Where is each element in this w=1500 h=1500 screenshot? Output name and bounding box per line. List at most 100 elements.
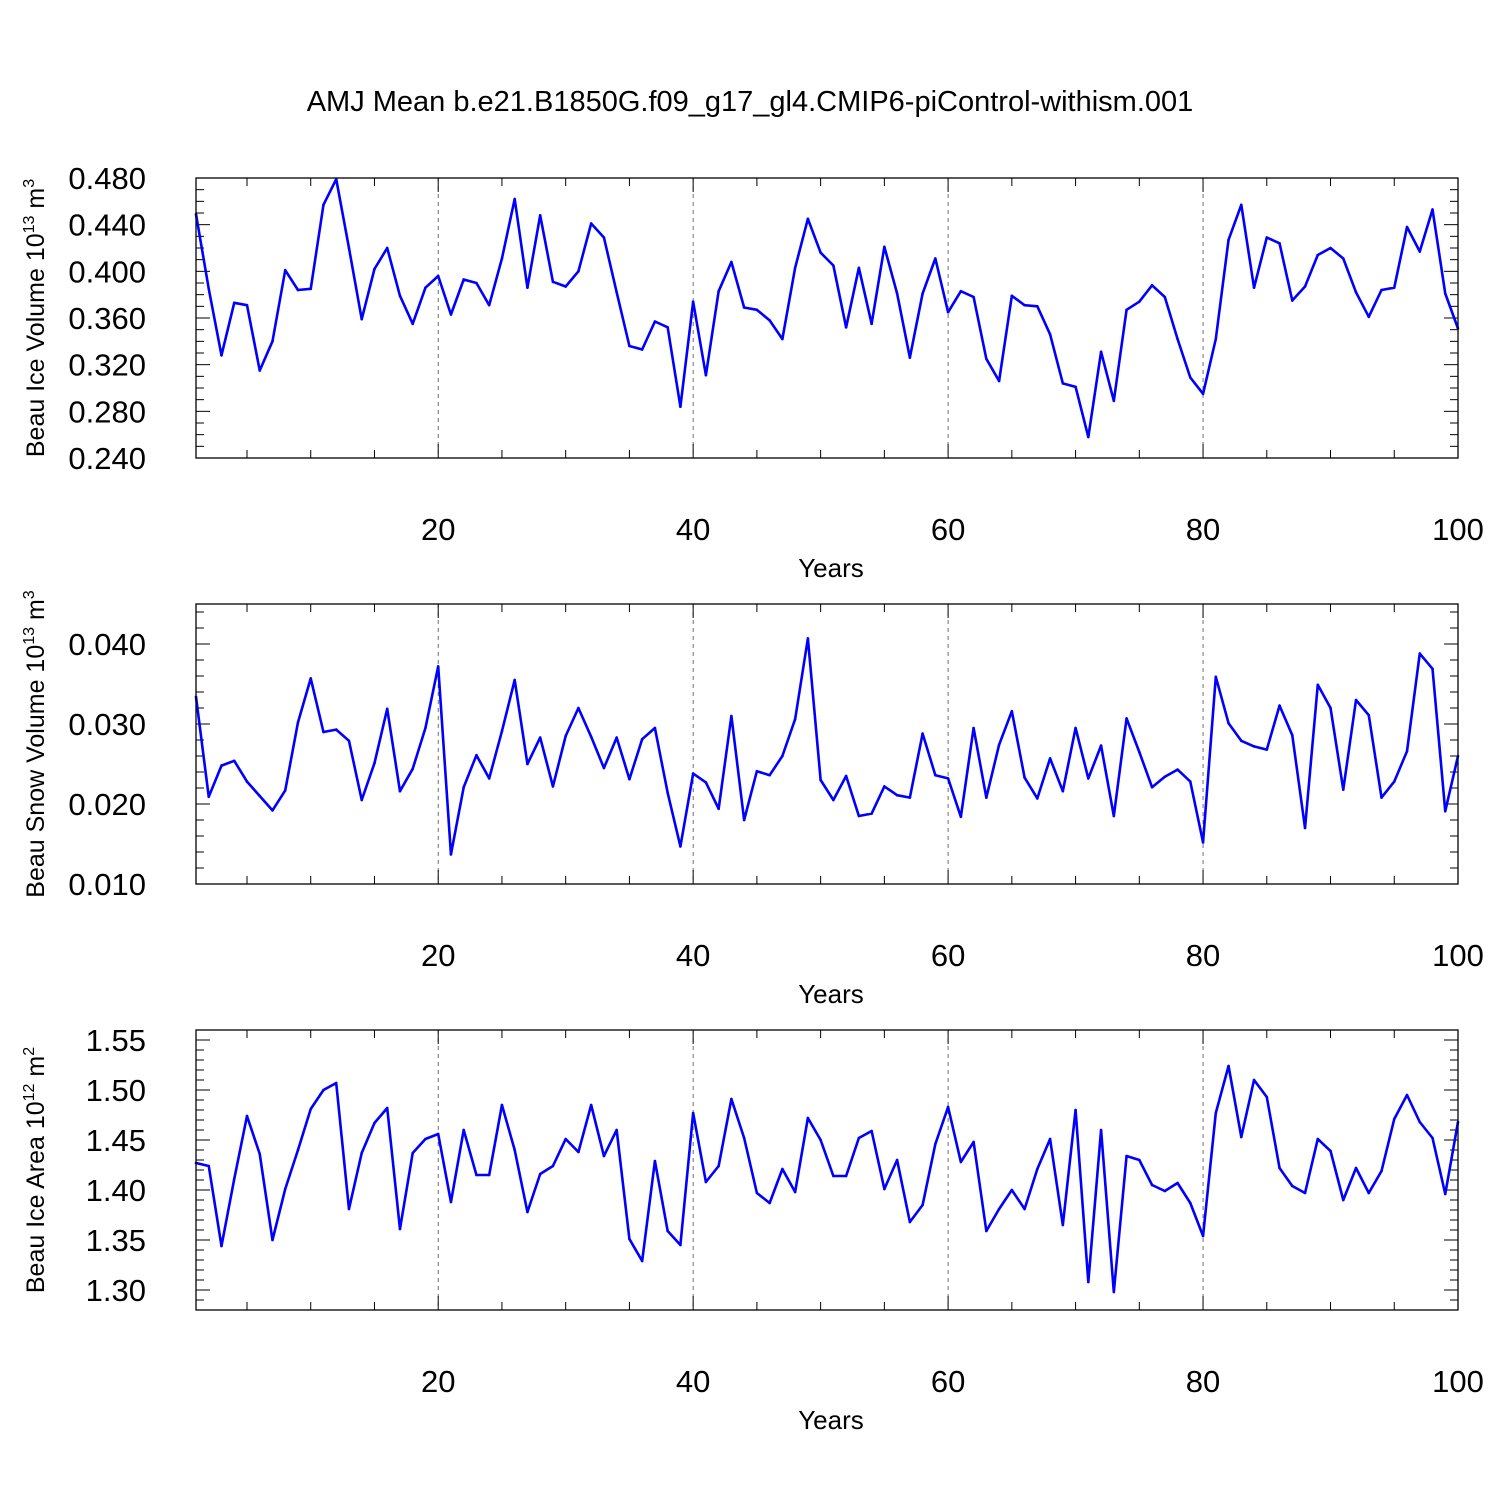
snow-volume-data-point — [500, 729, 504, 733]
ice-volume-data-point — [1138, 300, 1141, 303]
ice-volume-data-point — [1367, 315, 1371, 319]
snow-volume-data-point — [1087, 777, 1090, 780]
snow-volume-data-point — [1023, 776, 1026, 779]
ice-volume-data-point — [819, 251, 822, 254]
ice-area-data-point — [1443, 1192, 1447, 1196]
x-tick-label: 20 — [421, 938, 455, 973]
ice-volume-data-point — [449, 313, 453, 316]
ice-volume-data-point — [717, 289, 720, 293]
snow-volume-data-point — [398, 789, 402, 793]
snow-volume-data-point — [1303, 826, 1307, 830]
ice-volume-data-point — [551, 280, 555, 284]
snow-volume-data-point — [972, 726, 975, 730]
ice-volume-data-point — [1099, 350, 1103, 354]
snow-volume-data-point — [934, 773, 937, 777]
x-tick-label: 60 — [931, 1364, 965, 1399]
ice-area-data-point — [1074, 1108, 1077, 1112]
snow-volume-data-point — [449, 853, 453, 856]
x-tick-label: 60 — [931, 938, 965, 973]
ice-area-data-point — [449, 1200, 453, 1204]
ice-volume-data-point — [1112, 399, 1116, 403]
ice-area-data-point — [1099, 1128, 1103, 1132]
ice-volume-data-point — [946, 310, 950, 314]
x-tick-label: 40 — [676, 938, 710, 973]
ice-volume-data-point — [857, 266, 861, 270]
snow-volume-data-point — [704, 781, 708, 784]
ice-area-data-point — [424, 1137, 427, 1141]
ice-area-data-point — [959, 1160, 963, 1164]
snow-volume-data-point — [1138, 750, 1141, 754]
y-tick-label: 1.30 — [86, 1273, 146, 1308]
snow-volume-data-point — [551, 785, 555, 788]
snow-volume-data-point — [1405, 749, 1409, 753]
ice-area-data-point — [220, 1244, 223, 1248]
ice-area-data-point — [1239, 1135, 1243, 1139]
snow-volume-data-point — [997, 743, 1001, 747]
ice-area-data-point — [1380, 1169, 1383, 1173]
ice-area-data-point — [768, 1201, 771, 1205]
y-tick-label: 0.020 — [68, 787, 146, 822]
y-axis-label: Beau Ice Area 1012 m2 — [21, 1047, 50, 1293]
x-tick-label: 40 — [676, 1364, 710, 1399]
ice-area-data-point — [1303, 1191, 1307, 1195]
snow-volume-data-point — [1316, 683, 1320, 687]
ice-volume-data-point — [220, 354, 223, 357]
snow-volume-data-point — [1367, 713, 1371, 717]
ice-volume-data-point — [1023, 303, 1026, 307]
ice-area-data-point — [972, 1140, 975, 1144]
y-tick-label: 0.240 — [68, 441, 146, 476]
ice-volume-data-point — [908, 356, 912, 359]
ice-volume-data-point — [1431, 208, 1434, 211]
y-tick-label: 1.50 — [86, 1073, 146, 1108]
ice-volume-data-point — [640, 348, 644, 351]
ice-area-data-point — [1405, 1093, 1409, 1097]
ice-area-data-point — [538, 1172, 542, 1176]
snow-volume-data-point — [245, 780, 249, 783]
snow-volume-data-point — [768, 773, 771, 777]
ice-area-data-point — [1048, 1137, 1052, 1141]
ice-volume-data-point — [1380, 288, 1383, 292]
snow-volume-data-point — [1252, 745, 1256, 748]
ice-area-data-point — [1431, 1136, 1434, 1140]
snow-volume-data-point — [258, 794, 262, 798]
ice-volume-data-point — [1278, 242, 1281, 245]
ice-volume-data-point — [1303, 285, 1307, 288]
ice-volume-data-point — [577, 270, 580, 273]
ice-area-panel: 20 40 60 80 100 Years 1.30 1.35 1.40 1.45 1.50 1.55… — [21, 1023, 1484, 1435]
snow-volume-data-point — [1443, 809, 1447, 813]
snow-volume-data-point — [832, 798, 835, 802]
snow-volume-data-point — [538, 736, 542, 739]
y-tick-label: 0.040 — [68, 627, 146, 662]
ice-area-data-point — [1150, 1183, 1154, 1187]
ice-volume-data-point — [653, 320, 657, 323]
ice-area-data-point — [1023, 1207, 1026, 1211]
ice-area-data-point — [487, 1173, 491, 1177]
ice-area-data-point — [1252, 1078, 1256, 1082]
ice-area-data-point — [1189, 1201, 1192, 1205]
ice-volume-data-point — [730, 260, 733, 264]
x-axis-label: Years — [798, 1405, 864, 1435]
ice-volume-data-point — [322, 203, 325, 207]
snow-volume-data-point — [628, 777, 631, 781]
ice-volume-data-point — [1214, 337, 1218, 341]
ice-volume-data-point — [1329, 246, 1332, 250]
y-tick-label: 0.480 — [68, 161, 146, 196]
snow-volume-data-point — [1214, 675, 1218, 679]
ice-area-data-point — [640, 1259, 644, 1263]
snow-volume-series-line — [194, 637, 1460, 856]
snow-volume-data-point — [1048, 757, 1052, 760]
snow-volume-data-point — [283, 789, 287, 792]
ice-volume-data-point — [526, 286, 529, 289]
ice-volume-data-point — [832, 264, 835, 267]
ice-volume-data-point — [1354, 291, 1358, 294]
snow-volume-data-point — [1036, 797, 1039, 800]
ice-volume-data-point — [1061, 382, 1065, 385]
snow-volume-data-point — [1176, 768, 1179, 771]
ice-volume-data-point — [589, 222, 593, 225]
snow-volume-data-point — [691, 772, 695, 775]
snow-volume-data-point — [564, 734, 567, 738]
snow-volume-data-point — [526, 762, 529, 766]
snow-volume-data-point — [857, 814, 861, 818]
ice-area-data-point — [857, 1136, 861, 1140]
ice-volume-data-point — [385, 246, 389, 250]
